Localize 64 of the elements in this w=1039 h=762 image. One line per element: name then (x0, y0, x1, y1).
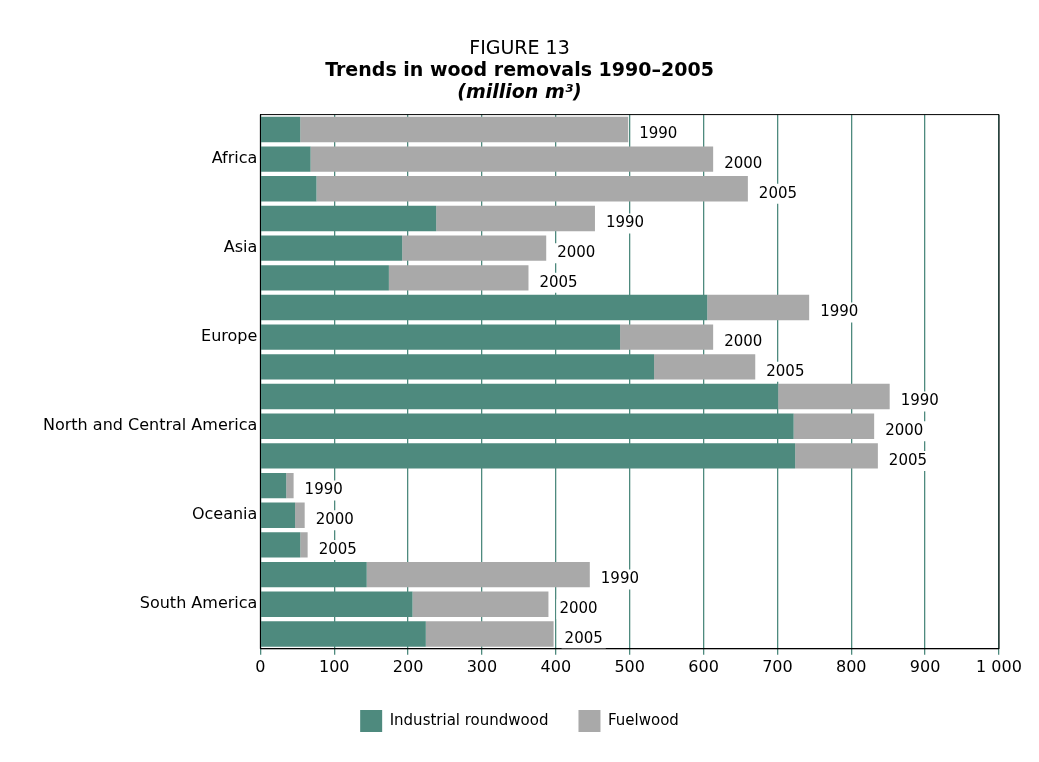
legend-label: Fuelwood (607, 710, 679, 729)
y-tick-label: Asia (223, 237, 258, 257)
bar (261, 176, 317, 202)
bar (316, 176, 748, 202)
bar (793, 413, 875, 439)
x-tick-label: 600 (688, 656, 719, 676)
x-tick-label: 800 (836, 656, 867, 676)
annotation: 2000 (724, 332, 763, 351)
bar (261, 472, 287, 499)
bar (261, 146, 311, 172)
bar (261, 502, 296, 528)
annotation: 2000 (885, 421, 924, 440)
bar (261, 532, 301, 558)
annotation: 1990 (900, 391, 939, 410)
bar (620, 324, 714, 350)
annotation: 1990 (605, 213, 645, 232)
bar (310, 146, 714, 172)
bar (261, 116, 301, 143)
x-tick-label: 400 (540, 656, 572, 676)
y-tick-label: North and Central America (42, 415, 258, 435)
annotation: 2000 (724, 154, 763, 173)
x-tick-label: 700 (762, 656, 793, 676)
annotation: 1990 (304, 480, 343, 499)
bar (778, 383, 890, 410)
bar (654, 354, 756, 380)
x-tick-label: 500 (614, 656, 645, 676)
annotation: 2005 (758, 183, 798, 202)
x-tick-label: 300 (466, 656, 498, 676)
y-tick-label: Africa (211, 148, 258, 168)
annotation: 2000 (559, 599, 598, 618)
annotation: 2000 (557, 243, 596, 262)
annotation: 1990 (639, 124, 678, 143)
bar (795, 443, 878, 469)
bar (300, 116, 629, 143)
x-tick-label: 1 000 (976, 656, 1022, 676)
bar (286, 472, 294, 499)
y-tick-label: Oceania (191, 504, 258, 524)
y-tick-label: Europe (201, 326, 258, 346)
x-tick-label: 100 (318, 656, 350, 676)
bar (436, 205, 595, 232)
bar (388, 265, 529, 291)
x-tick-label: 900 (909, 656, 941, 676)
bar (402, 235, 547, 261)
annotation: 2005 (888, 450, 928, 469)
annotation: 1990 (820, 302, 859, 321)
annotation: 2000 (315, 510, 354, 529)
annotation: 1990 (600, 569, 639, 588)
text: (million m³) (456, 80, 583, 102)
chart-subtitle: Trends in wood removals 1990–2005 (324, 58, 715, 80)
bar (295, 502, 305, 528)
legend-label: Industrial roundwood (389, 710, 549, 729)
bar (300, 532, 308, 558)
bar (707, 294, 810, 321)
x-tick-label: 200 (392, 656, 424, 676)
annotation: 2005 (539, 272, 578, 291)
annotation: 2005 (318, 539, 357, 558)
bar (366, 561, 590, 588)
bar (425, 621, 554, 647)
bar (412, 591, 549, 617)
annotation: 2005 (564, 628, 603, 647)
annotation: 2005 (766, 361, 805, 380)
chart-title: FIGURE 13 (468, 36, 571, 58)
x-tick-label: 0 (255, 656, 266, 676)
y-tick-label: South America (139, 593, 258, 613)
